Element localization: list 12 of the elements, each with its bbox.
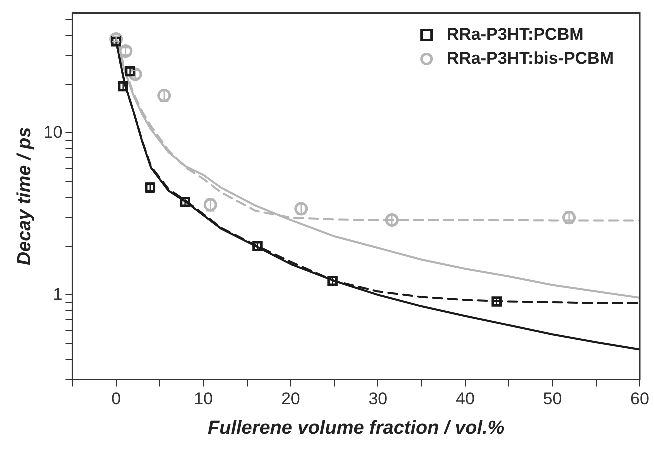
- x-tick-label: 20: [281, 390, 300, 409]
- x-tick-label: 60: [630, 390, 650, 409]
- x-tick-label: 30: [368, 390, 388, 409]
- legend-label: RRa-P3HT:bis-PCBM: [446, 48, 614, 68]
- y-tick-label: 1: [53, 284, 63, 304]
- x-tick-label: 0: [112, 390, 122, 409]
- x-tick-label: 10: [194, 390, 214, 409]
- x-tick-label: 40: [456, 390, 475, 409]
- x-tick-label: 50: [543, 390, 562, 409]
- legend-label: RRa-P3HT:PCBM: [446, 24, 584, 44]
- y-axis-title: Decay time / ps: [14, 127, 36, 266]
- x-axis-title: Fullerene volume fraction / vol.%: [208, 418, 505, 439]
